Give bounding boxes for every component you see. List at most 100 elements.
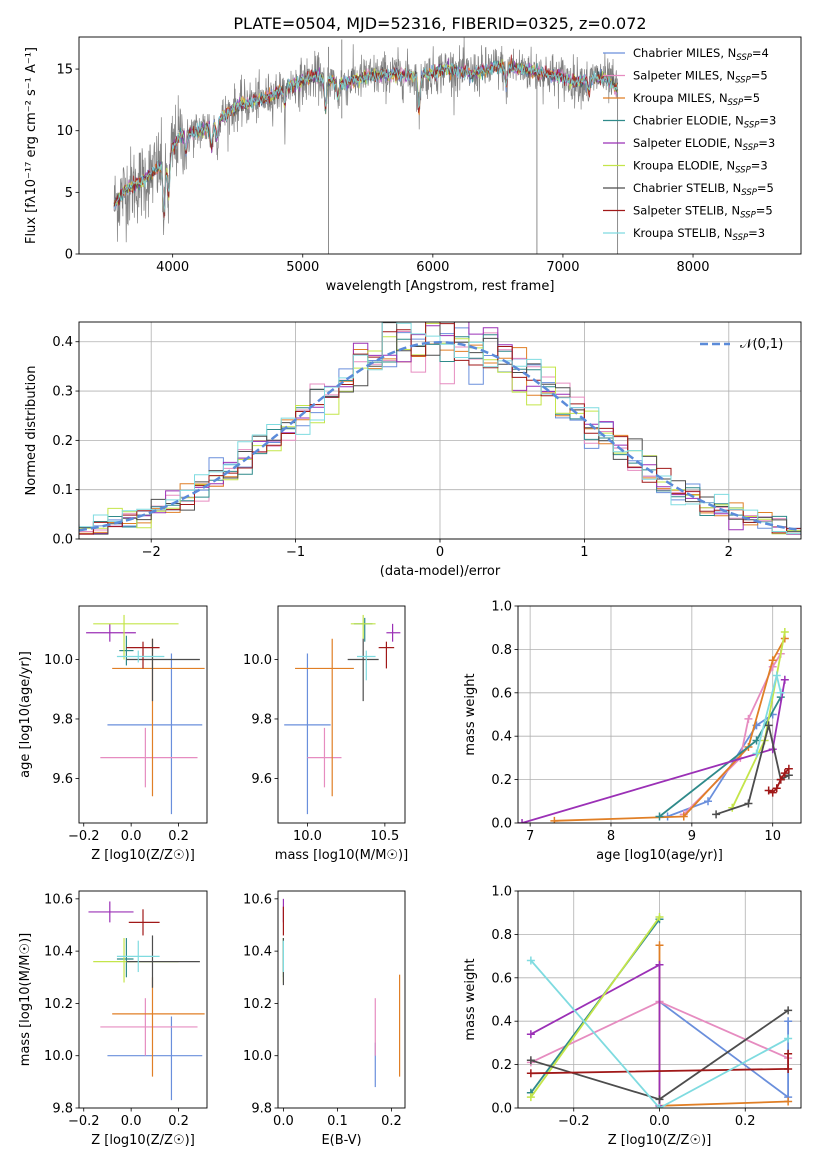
age-vs-mass-ytick-label: 9.8 [251,712,272,727]
legend-nssp: =3 [748,226,765,240]
weight-vs-Z-marker [784,1064,793,1073]
weight-vs-age-marker [744,799,753,808]
mass-vs-EBV-ticks: 0.0 0.1 0.2 9.8 10.0 10.2 10.4 10.6 [243,892,402,1129]
weight-vs-Z-xtick-label: −0.2 [558,1114,590,1129]
weight-vs-Z-marker [655,913,664,922]
weight-vs-Z-xtick-label: 0.0 [649,1114,670,1129]
mass-vs-EBV-xtick-label: 0.1 [327,1114,348,1129]
legend-sub: SSP [728,98,744,108]
legend-label: Chabrier STELIB, NSSP=5 [633,181,774,198]
residuals-ytick-label: 0.2 [52,434,73,449]
legend-label: 𝒩(0,1) [740,337,783,352]
weight-vs-age-grid [518,605,801,824]
mass-vs-Z-plot-area [88,901,205,1101]
mass-vs-EBV-xtick-label: 0.2 [381,1114,402,1129]
weight-vs-Z-marker [526,956,535,965]
weight-vs-Z-ytick-label: 1.0 [491,885,512,900]
age-vs-mass-panel: 10.0 10.5 9.6 9.8 10.0 mass [log10(M/M☉)] [243,605,408,863]
weight-vs-age-marker [784,764,793,773]
mass-vs-EBV-ytick-label: 9.8 [251,1102,272,1117]
weight-vs-Z-xlabel: Z [log10(Z/Z☉)] [608,1133,712,1148]
weight-vs-age-ytick-label: 0.4 [491,730,512,745]
age-vs-Z-panel: −0.2 0.0 0.2 9.6 9.8 10.0 Z [log10(Z/Z☉)] age [… [18,605,208,863]
residuals-xlabel: (data-model)/error [380,564,501,579]
residuals-frame [78,321,802,540]
weight-vs-age-plot-area [518,628,793,823]
legend-sub: SSP [735,76,751,86]
age-vs-Z-ylabel: age [log10(age/yr)] [18,651,33,778]
legend-nssp: =5 [751,69,768,83]
weight-vs-age-frame [517,605,802,824]
legend-nssp: =5 [743,91,760,105]
mass-vs-Z-frame [78,890,208,1109]
legend-sub: SSP [741,188,757,198]
legend-label: Salpeter ELODIE, NSSP=3 [633,136,775,153]
age-vs-Z-xtick-label: 0.2 [168,829,189,844]
mass-vs-EBV-plot-area [282,898,401,1088]
legend-sub: SSP [740,211,756,221]
weight-vs-Z-ytick-label: 0.6 [491,971,512,986]
weight-vs-Z-marker [655,960,664,969]
weight-vs-Z-series-2 [658,945,789,1107]
residuals-ticks: −2 −1 0 1 2 0.0 0.1 0.2 0.3 0.4 [52,335,733,560]
residuals-xtick-label: −2 [142,545,161,560]
age-vs-mass-xtick-label: 10.5 [370,829,399,844]
legend-label: Kroupa ELODIE, NSSP=3 [633,159,768,176]
mass-vs-Z-ytick-label: 10.2 [44,997,73,1012]
spectrum-legend: Chabrier MILES, NSSP=4 Salpeter MILES, NS… [603,46,776,243]
weight-vs-age-xtick-label: 7 [526,829,534,844]
weight-vs-Z-ytick-label: 0.2 [491,1058,512,1073]
weight-vs-Z-plot-area [526,913,793,1108]
normal-curve [79,340,801,532]
mass-vs-EBV-frame [277,890,406,1109]
age-vs-Z-ytick-label: 9.8 [52,712,73,727]
age-vs-Z-xlabel: Z [log10(Z/Z☉)] [91,848,195,863]
weight-vs-Z-ytick-label: 0.8 [491,928,512,943]
weight-vs-age-marker [744,714,753,723]
weight-vs-age-marker [768,788,777,797]
legend-label: Kroupa STELIB, NSSP=3 [633,226,765,243]
residuals-xtick-label: 0 [436,545,444,560]
weight-vs-age-marker [780,628,789,637]
weight-vs-Z-marker [784,1034,793,1043]
age-vs-mass-xlabel: mass [log10(M/M☉)] [275,848,408,863]
legend-sub: SSP [735,166,751,176]
weight-vs-Z-marker [784,1097,793,1106]
spectrum-xtick-label: 4000 [156,260,189,275]
figure-title: PLATE=0504, MJD=52316, FIBERID=0325, z=0… [233,14,646,33]
weight-vs-age-marker [712,810,721,819]
weight-vs-Z-ytick-label: 0.4 [491,1015,512,1030]
weight-vs-Z-marker [784,1049,793,1058]
age-vs-mass-plot-area [284,614,401,815]
weight-vs-age-ytick-label: 0.2 [491,773,512,788]
residuals-plot-area [79,322,801,535]
weight-vs-Z-marker [655,941,664,950]
mass-vs-EBV-xlabel: E(B-V) [321,1133,361,1148]
age-vs-Z-xtick-label: −0.2 [68,829,100,844]
weight-vs-Z-ticks: −0.2 0.0 0.2 0.0 0.2 0.4 0.6 0.8 1.0 [491,885,755,1130]
age-vs-mass-ticks: 10.0 10.5 9.6 9.8 10.0 [243,653,399,844]
weight-vs-Z-marker [655,1095,664,1104]
spectrum-plot-area [113,37,619,254]
legend-sub: SSP [733,233,749,243]
residuals-ytick-label: 0.1 [52,483,73,498]
age-vs-mass-ytick-label: 10.0 [243,653,272,668]
mass-vs-Z-xtick-label: 0.0 [121,1114,142,1129]
age-vs-Z-xtick-label: 0.0 [121,829,142,844]
mass-vs-Z-xtick-label: −0.2 [68,1114,100,1129]
weight-vs-age-marker [764,721,773,730]
legend-sub: SSP [744,121,760,131]
weight-vs-age-marker [764,786,773,795]
spectrum-panel: 4000 5000 6000 7000 8000 0 5 10 15 wavelength [An… [24,36,802,294]
age-vs-Z-ytick-label: 9.6 [52,772,73,787]
spectrum-xtick-label: 6000 [416,260,449,275]
weight-vs-age-ytick-label: 1.0 [491,600,512,615]
mass-vs-Z-xtick-label: 0.2 [168,1114,189,1129]
mass-vs-Z-ticks: −0.2 0.0 0.2 9.8 10.0 10.2 10.4 10.6 [44,892,189,1129]
spectrum-ytick-label: 5 [65,186,73,201]
weight-vs-Z-marker [526,1056,535,1065]
weight-vs-age-panel: 7 8 9 10 0.0 0.2 0.4 0.6 0.8 1.0 age [log10(age/yr… [463,600,802,863]
weight-vs-age-xtick-label: 9 [688,829,696,844]
weight-vs-Z-ylabel: mass weight [463,958,478,1040]
